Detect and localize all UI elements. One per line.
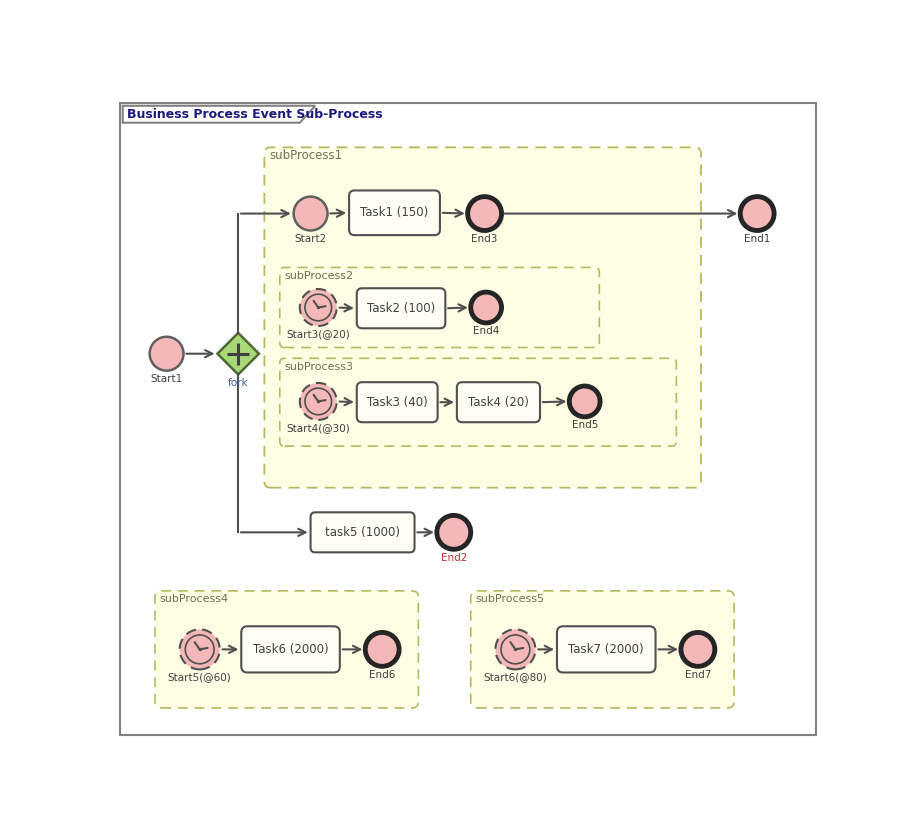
FancyBboxPatch shape [311,512,415,552]
Circle shape [305,388,332,415]
Text: End5: End5 [571,419,598,430]
Circle shape [186,635,214,664]
FancyBboxPatch shape [457,382,540,422]
Circle shape [495,629,536,670]
Circle shape [468,197,502,231]
Text: task5 (1000): task5 (1000) [325,526,400,539]
Text: Task3 (40): Task3 (40) [367,396,428,408]
Text: subProcess1: subProcess1 [269,149,342,163]
Text: subProcess2: subProcess2 [284,271,354,281]
Text: Task1 (150): Task1 (150) [360,207,429,219]
Text: Start3(@20): Start3(@20) [286,329,350,339]
Text: subProcess4: subProcess4 [160,594,228,604]
Circle shape [180,629,219,670]
FancyBboxPatch shape [356,288,445,329]
Text: Business Process Event Sub-Process: Business Process Event Sub-Process [127,108,383,120]
FancyBboxPatch shape [557,627,655,672]
Text: End7: End7 [685,670,711,680]
Text: End2: End2 [441,553,467,563]
Text: Task2 (100): Task2 (100) [367,302,435,315]
Text: Start6(@80): Start6(@80) [484,672,547,682]
Circle shape [300,289,336,326]
Circle shape [300,383,336,420]
Circle shape [437,515,471,549]
Circle shape [471,292,502,323]
Circle shape [293,197,327,231]
Circle shape [150,337,184,371]
Text: Start2: Start2 [294,234,326,244]
FancyBboxPatch shape [356,382,438,422]
Text: End4: End4 [473,325,499,335]
FancyBboxPatch shape [471,591,734,708]
Text: subProcess3: subProcess3 [284,362,354,372]
Text: subProcess5: subProcess5 [475,594,545,604]
FancyBboxPatch shape [155,591,419,708]
Text: End6: End6 [369,670,396,680]
Text: Start5(@60): Start5(@60) [168,672,231,682]
FancyBboxPatch shape [264,148,701,488]
FancyBboxPatch shape [280,267,600,348]
Circle shape [305,294,332,321]
Circle shape [569,386,600,417]
Circle shape [740,197,774,231]
Text: Task6 (2000): Task6 (2000) [253,643,328,656]
Text: fork: fork [228,378,249,388]
Text: Start1: Start1 [151,374,183,384]
Polygon shape [122,105,315,123]
Text: Task7 (2000): Task7 (2000) [569,643,644,656]
Text: End3: End3 [472,234,498,244]
Text: Task4 (20): Task4 (20) [468,396,529,408]
Circle shape [681,632,715,666]
Polygon shape [218,333,259,374]
FancyBboxPatch shape [241,627,340,672]
Text: End1: End1 [744,234,771,244]
Circle shape [366,632,399,666]
FancyBboxPatch shape [349,190,440,235]
Circle shape [501,635,530,664]
FancyBboxPatch shape [280,359,676,446]
Text: Start4(@30): Start4(@30) [286,422,350,432]
